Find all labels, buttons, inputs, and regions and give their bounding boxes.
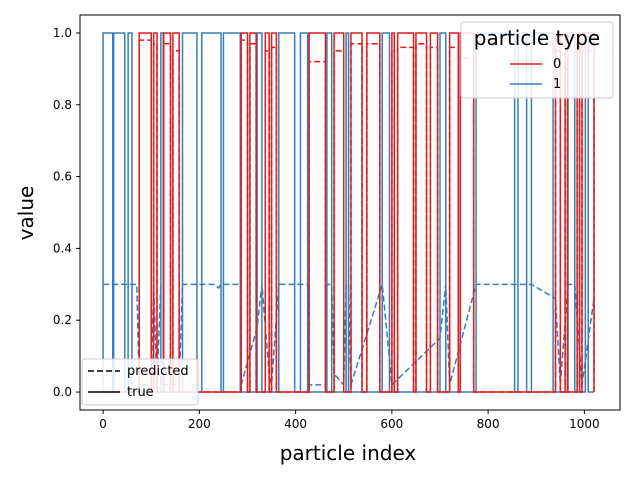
y-tick-label: 0.8 [53, 98, 72, 112]
x-tick-label: 400 [284, 417, 307, 431]
type-legend: particle type 0 1 [460, 21, 614, 99]
x-axis-ticks: 0 200 400 600 800 1000 [99, 410, 600, 431]
x-tick-label: 600 [380, 417, 403, 431]
legend-label-true: true [127, 385, 154, 400]
x-tick-label: 200 [188, 417, 211, 431]
legend-label-type-1: 1 [553, 77, 561, 92]
series-type-1-predicted [103, 283, 595, 387]
plot-lines [102, 32, 595, 393]
y-axis-label: value [14, 186, 38, 241]
style-legend: predicted true [81, 358, 199, 406]
legend-label-predicted: predicted [127, 364, 189, 379]
series-type-0-true [103, 32, 595, 393]
y-tick-label: 0.2 [53, 313, 72, 327]
x-tick-label: 0 [99, 417, 107, 431]
plot-frame [79, 14, 621, 411]
y-tick-label: 0.6 [53, 170, 72, 184]
y-tick-label: 0.4 [53, 241, 72, 255]
x-tick-label: 1000 [569, 417, 600, 431]
type-legend-title: particle type [474, 26, 600, 50]
y-tick-label: 0.0 [53, 385, 72, 399]
y-tick-label: 1.0 [53, 26, 72, 40]
legend-label-type-0: 0 [553, 57, 561, 72]
x-tick-label: 800 [477, 417, 500, 431]
y-axis-ticks: 0.0 0.2 0.4 0.6 0.8 1.0 [53, 26, 80, 399]
x-axis-label: particle index [280, 441, 417, 465]
